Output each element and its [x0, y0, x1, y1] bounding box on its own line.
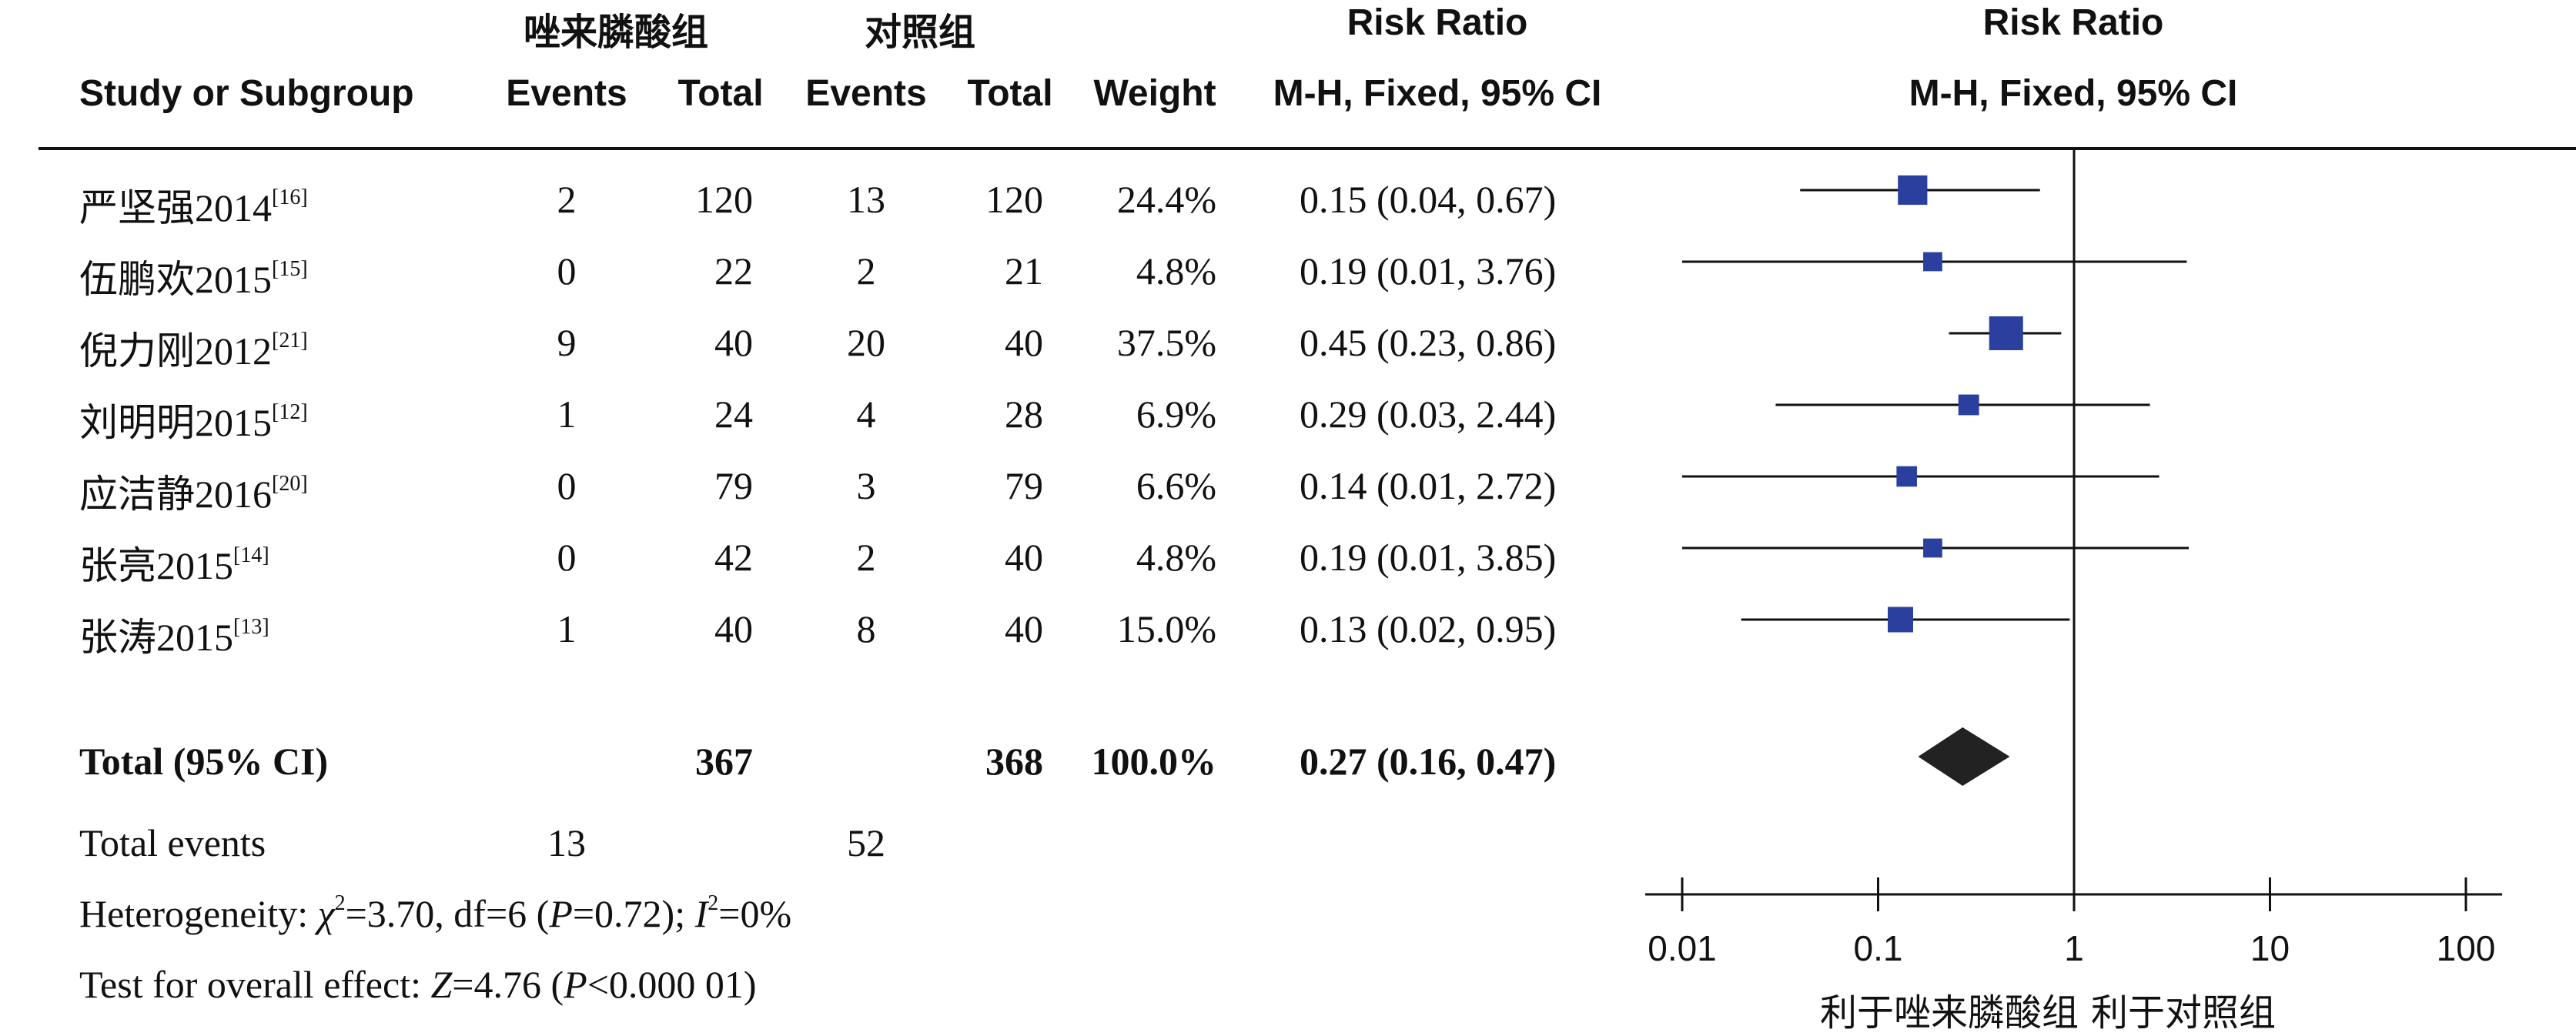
weight-header: Weight [1093, 73, 1216, 114]
exp-events-cell: 0 [557, 249, 577, 292]
study-column-header: Study or Subgroup [79, 73, 414, 114]
plot-column-title: Risk Ratio [1982, 2, 2164, 43]
ci-cell: 0.45 (0.23, 0.86) [1300, 321, 1557, 364]
ctrl-total-cell: 79 [1005, 464, 1043, 507]
ctrl-total-cell: 40 [1005, 536, 1043, 579]
exp-total-header: Total [677, 73, 764, 114]
point-estimate-marker [1896, 466, 1917, 487]
ctrl-events-cell: 8 [856, 607, 876, 650]
ctrl-events-cell: 2 [856, 536, 876, 579]
study-name: 伍鹏欢2015[15] [79, 257, 308, 301]
plot-method-header: M-H, Fixed, 95% CI [1909, 73, 2238, 114]
total-label: Total (95% CI) [79, 740, 329, 783]
x-axis-tick-label: 100 [2437, 928, 2496, 968]
ctrl-events-cell: 3 [856, 464, 876, 507]
total-ctrl-total: 368 [985, 740, 1043, 783]
ctrl-total-header: Total [967, 73, 1053, 114]
control-group-label: 对照组 [864, 12, 976, 53]
exp-events-cell: 0 [557, 536, 577, 579]
point-estimate-marker [1989, 316, 2023, 350]
exp-total-cell: 24 [714, 393, 753, 436]
ctrl-total-cell: 40 [1005, 607, 1043, 650]
weight-cell: 15.0% [1116, 607, 1216, 650]
point-estimate-marker [1923, 252, 1942, 272]
exp-events-cell: 1 [557, 393, 577, 436]
effect-method-header: M-H, Fixed, 95% CI [1273, 73, 1602, 114]
x-axis-tick-label: 10 [2250, 928, 2290, 968]
weight-cell: 6.9% [1136, 393, 1216, 436]
study-name: 严坚强2014[16] [79, 185, 308, 229]
ci-cell: 0.15 (0.04, 0.67) [1300, 178, 1557, 221]
ctrl-total-cell: 28 [1005, 393, 1043, 436]
effect-column-title: Risk Ratio [1347, 2, 1528, 43]
ctrl-events-cell: 2 [856, 249, 876, 292]
ctrl-total-cell: 40 [1005, 321, 1043, 364]
weight-cell: 4.8% [1136, 536, 1216, 579]
pooled-effect-diamond [1918, 727, 2010, 786]
exp-total-cell: 42 [714, 536, 753, 579]
ctrl-total-cell: 120 [985, 178, 1043, 221]
exp-total-cell: 79 [714, 464, 753, 507]
ci-cell: 0.14 (0.01, 2.72) [1300, 464, 1557, 507]
point-estimate-marker [1888, 607, 1913, 633]
exp-events-cell: 0 [557, 464, 577, 507]
total-ci: 0.27 (0.16, 0.47) [1300, 740, 1557, 783]
exp-total-cell: 40 [714, 321, 753, 364]
point-estimate-marker [1898, 175, 1928, 206]
total-events-exp: 13 [547, 821, 586, 864]
x-axis-tick-label: 0.01 [1648, 928, 1717, 968]
exp-events-cell: 1 [557, 607, 577, 650]
ctrl-events-cell: 13 [847, 178, 885, 221]
weight-cell: 24.4% [1116, 178, 1216, 221]
ci-cell: 0.13 (0.02, 0.95) [1300, 607, 1557, 650]
total-weight: 100.0% [1091, 740, 1217, 783]
exp-total-cell: 120 [695, 178, 753, 221]
study-name: 张亮2015[14] [79, 543, 269, 587]
favours-control-label: 利于对照组 [2091, 993, 2277, 1034]
total-events-ctrl: 52 [847, 821, 885, 864]
favours-experimental-label: 利于唑来膦酸组 [1819, 993, 2079, 1034]
ctrl-events-cell: 4 [856, 393, 876, 436]
exp-events-header: Events [506, 73, 627, 114]
point-estimate-marker [1958, 394, 1979, 416]
study-name: 张涛2015[13] [79, 615, 269, 659]
weight-cell: 37.5% [1116, 321, 1216, 364]
x-axis-tick-label: 0.1 [1854, 928, 1903, 968]
experimental-group-label: 唑来膦酸组 [523, 12, 709, 53]
ctrl-events-cell: 20 [847, 321, 885, 364]
ci-cell: 0.29 (0.03, 2.44) [1300, 393, 1557, 436]
total-events-label: Total events [79, 821, 266, 864]
weight-cell: 4.8% [1136, 249, 1216, 292]
exp-events-cell: 9 [557, 321, 577, 364]
overall-effect-text: Test for overall effect: Z=4.76 (P<0.000… [79, 963, 757, 1006]
study-name: 刘明明2015[12] [79, 400, 308, 444]
study-name: 倪力刚2012[21] [79, 329, 308, 373]
exp-total-cell: 22 [714, 249, 753, 292]
weight-cell: 6.6% [1136, 464, 1216, 507]
ctrl-total-cell: 21 [1005, 249, 1043, 292]
study-name: 应洁静2016[20] [79, 472, 308, 516]
point-estimate-marker [1923, 538, 1942, 558]
header-rule [38, 147, 2576, 150]
exp-events-cell: 2 [557, 178, 577, 221]
x-axis-tick-label: 1 [2064, 928, 2084, 968]
ci-cell: 0.19 (0.01, 3.85) [1300, 536, 1557, 579]
total-exp-total: 367 [695, 740, 753, 783]
ci-cell: 0.19 (0.01, 3.76) [1300, 249, 1557, 292]
exp-total-cell: 40 [714, 607, 753, 650]
ctrl-events-header: Events [805, 73, 927, 114]
heterogeneity-text: Heterogeneity: χ2=3.70, df=6 (P=0.72); I… [79, 891, 792, 935]
